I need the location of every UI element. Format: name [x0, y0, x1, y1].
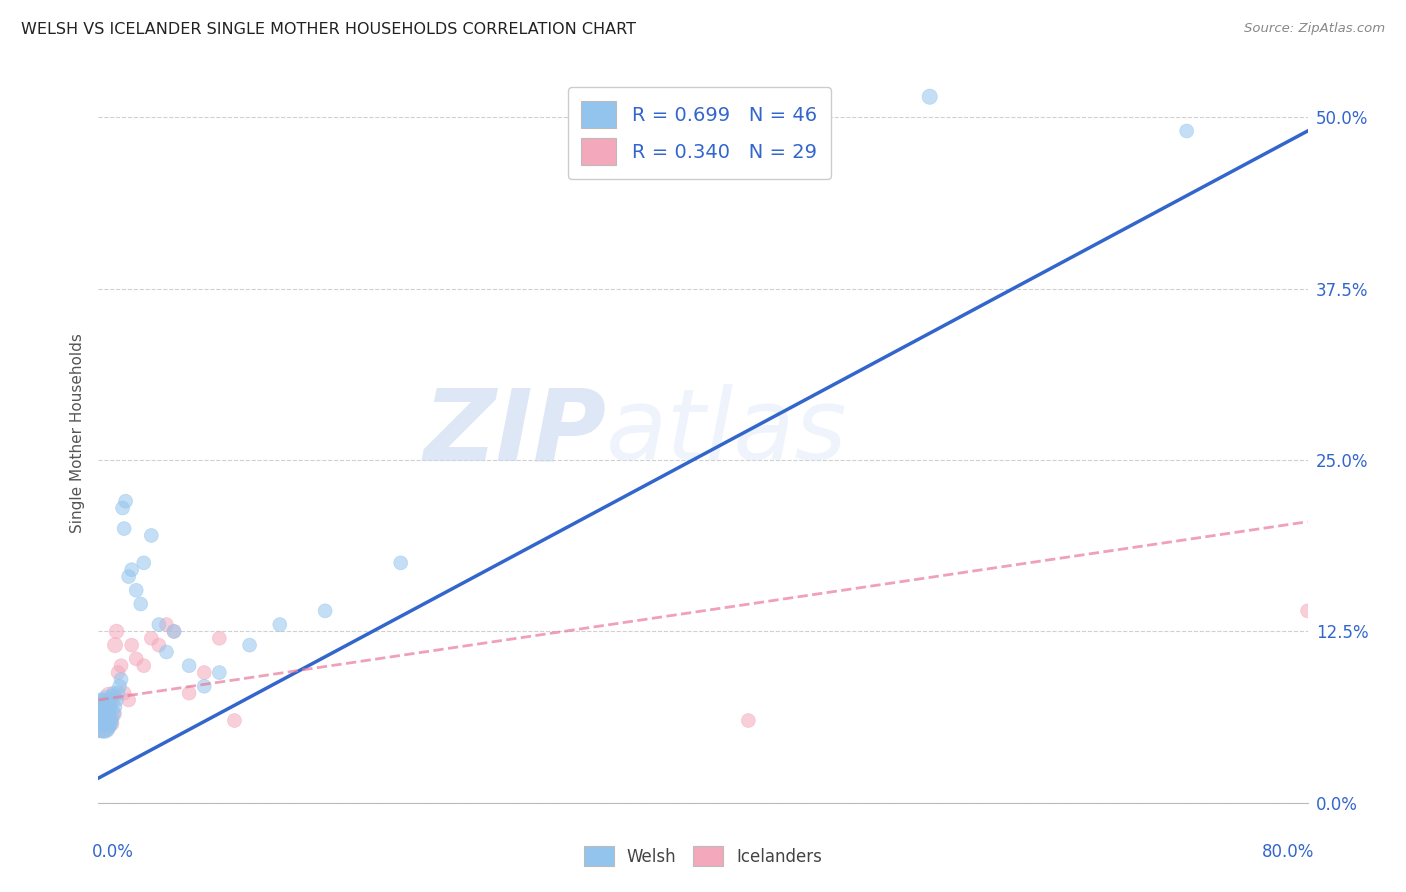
Point	[90, 716, 112, 731]
Point	[737, 714, 759, 728]
Point	[155, 617, 177, 632]
Point	[112, 686, 135, 700]
Point	[110, 658, 132, 673]
Point	[208, 632, 231, 646]
Point	[224, 714, 246, 728]
Point	[93, 697, 115, 711]
Point	[918, 89, 941, 103]
Text: 80.0%: 80.0%	[1263, 843, 1315, 861]
Point	[141, 632, 163, 646]
Point	[112, 522, 135, 536]
Point	[98, 697, 121, 711]
Point	[93, 720, 115, 734]
Point	[193, 679, 215, 693]
Point	[125, 583, 148, 598]
Point	[103, 706, 125, 721]
Point	[129, 597, 152, 611]
Point	[1175, 124, 1198, 138]
Point	[101, 711, 124, 725]
Point	[103, 706, 125, 721]
Point	[90, 699, 112, 714]
Text: ZIP: ZIP	[423, 384, 606, 481]
Point	[314, 604, 336, 618]
Point	[105, 624, 128, 639]
Text: atlas: atlas	[606, 384, 848, 481]
Point	[94, 697, 117, 711]
Point	[89, 706, 111, 721]
Point	[101, 689, 124, 703]
Point	[100, 716, 122, 731]
Point	[148, 617, 170, 632]
Point	[94, 714, 117, 728]
Point	[96, 706, 118, 721]
Point	[103, 686, 125, 700]
Y-axis label: Single Mother Households: Single Mother Households	[69, 333, 84, 533]
Point	[104, 699, 127, 714]
Point	[93, 720, 115, 734]
Point	[98, 702, 121, 716]
Point	[111, 501, 134, 516]
Point	[118, 569, 141, 583]
Point	[132, 658, 155, 673]
Point	[101, 693, 124, 707]
Point	[121, 638, 143, 652]
Legend: R = 0.699   N = 46, R = 0.340   N = 29: R = 0.699 N = 46, R = 0.340 N = 29	[568, 87, 831, 179]
Point	[389, 556, 412, 570]
Point	[155, 645, 177, 659]
Point	[179, 658, 201, 673]
Point	[108, 679, 131, 693]
Point	[91, 711, 114, 725]
Point	[107, 686, 129, 700]
Point	[132, 556, 155, 570]
Point	[91, 702, 114, 716]
Point	[91, 702, 114, 716]
Point	[100, 716, 122, 731]
Point	[193, 665, 215, 680]
Point	[89, 706, 111, 721]
Point	[105, 693, 128, 707]
Point	[89, 714, 111, 728]
Point	[121, 563, 143, 577]
Point	[1296, 604, 1319, 618]
Point	[98, 689, 121, 703]
Point	[163, 624, 186, 639]
Point	[96, 716, 118, 731]
Point	[96, 711, 118, 725]
Point	[94, 693, 117, 707]
Point	[104, 638, 127, 652]
Point	[179, 686, 201, 700]
Point	[141, 528, 163, 542]
Text: 0.0%: 0.0%	[91, 843, 134, 861]
Point	[118, 693, 141, 707]
Text: WELSH VS ICELANDER SINGLE MOTHER HOUSEHOLDS CORRELATION CHART: WELSH VS ICELANDER SINGLE MOTHER HOUSEHO…	[21, 22, 636, 37]
Point	[100, 693, 122, 707]
Point	[269, 617, 291, 632]
Point	[90, 714, 112, 728]
Point	[239, 638, 262, 652]
Point	[125, 652, 148, 666]
Point	[107, 665, 129, 680]
Legend: Welsh, Icelanders: Welsh, Icelanders	[576, 839, 830, 873]
Point	[163, 624, 186, 639]
Text: Source: ZipAtlas.com: Source: ZipAtlas.com	[1244, 22, 1385, 36]
Point	[208, 665, 231, 680]
Point	[114, 494, 136, 508]
Point	[148, 638, 170, 652]
Point	[110, 673, 132, 687]
